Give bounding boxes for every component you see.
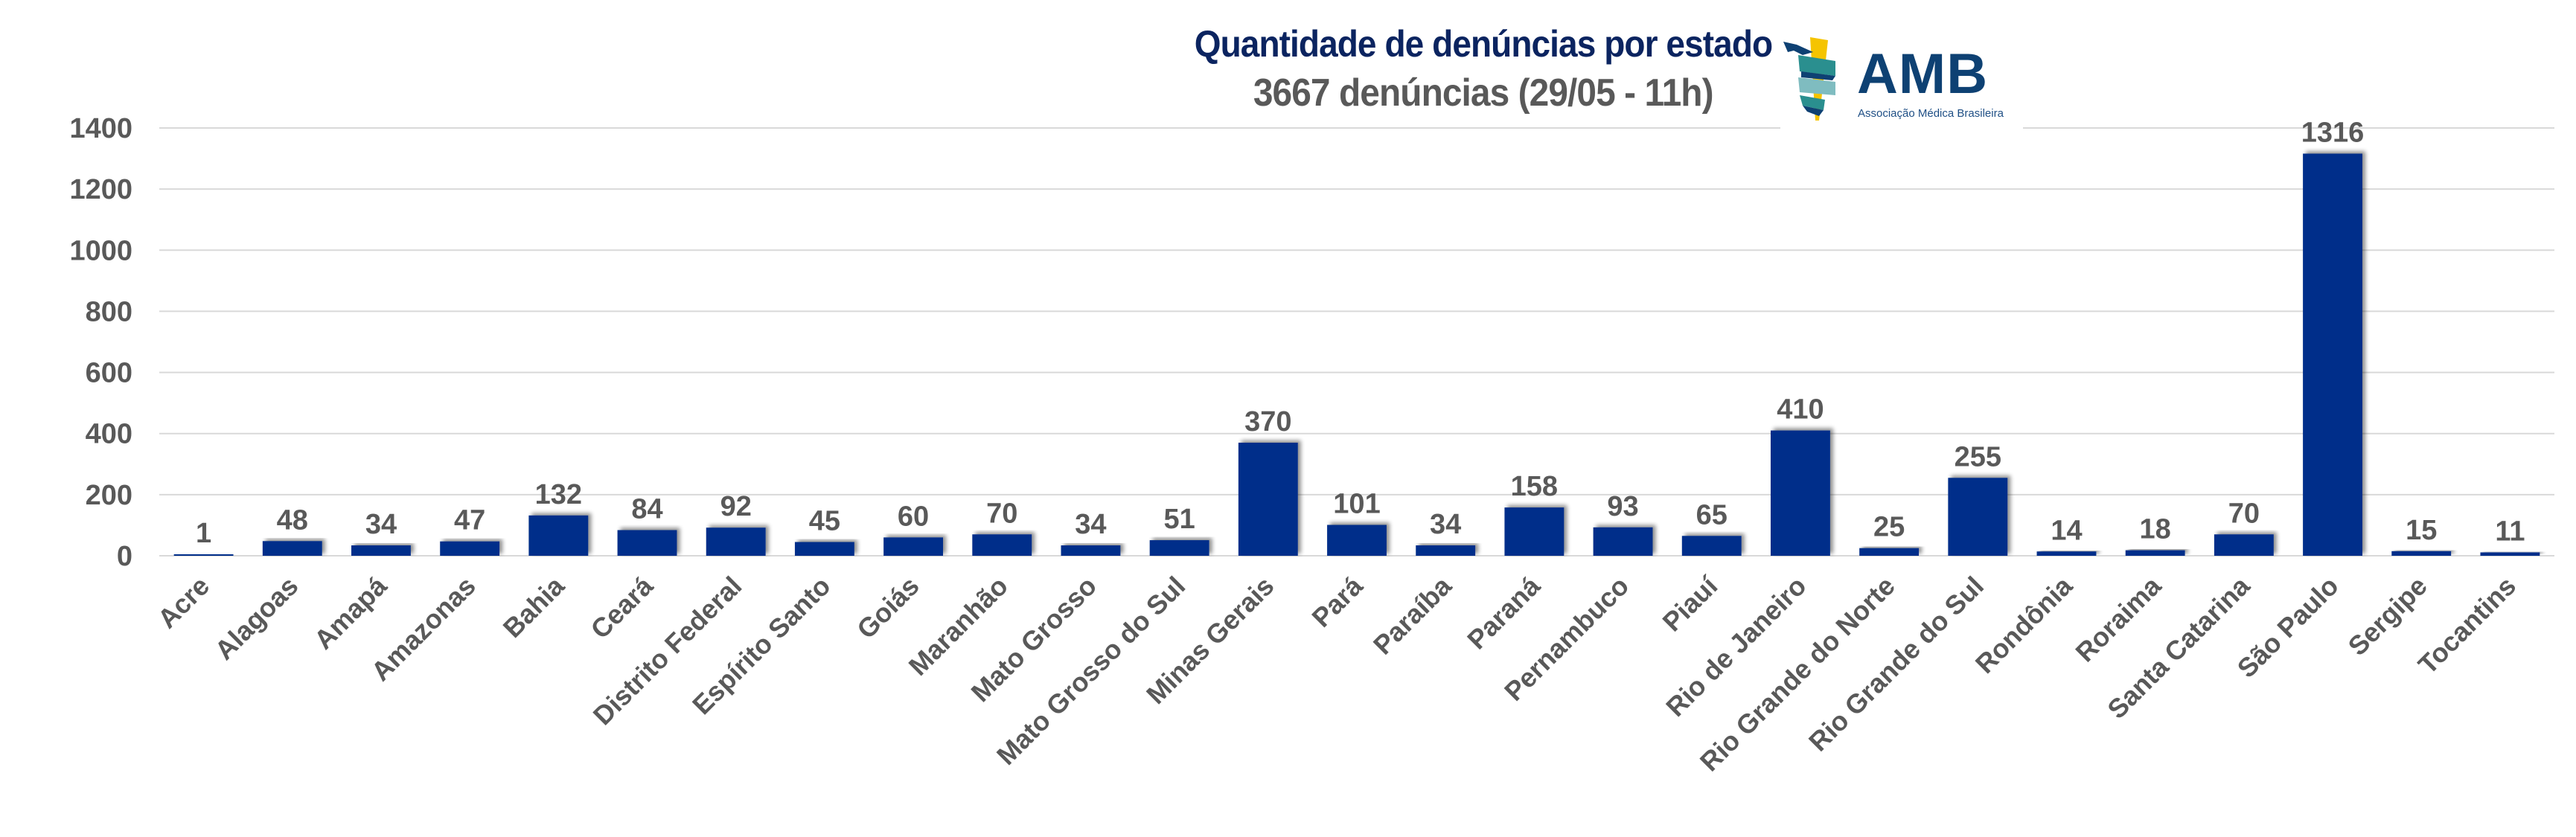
bar xyxy=(1504,507,1565,556)
data-label: 48 xyxy=(277,504,308,536)
x-tick-label: Rio Grande do Sul xyxy=(1803,571,1989,757)
bar xyxy=(173,554,234,556)
x-tick-label: Bahia xyxy=(497,570,571,644)
data-label: 65 xyxy=(1696,499,1728,530)
bar xyxy=(1238,443,1298,556)
bar xyxy=(1061,545,1121,556)
data-label: 25 xyxy=(1873,512,1905,543)
bar xyxy=(706,527,766,556)
bar xyxy=(2125,550,2185,556)
data-label: 15 xyxy=(2406,515,2437,546)
gridlines xyxy=(159,127,2554,557)
x-tick-label: Ceará xyxy=(584,570,659,644)
y-tick-label: 1400 xyxy=(69,113,132,144)
bar xyxy=(351,545,411,556)
bar xyxy=(1859,548,1920,556)
data-label: 45 xyxy=(809,506,840,537)
data-label: 11 xyxy=(2495,516,2525,547)
logo-wordmark: AMB xyxy=(1857,42,1989,106)
chart-title: Quantidade de denúncias por estado xyxy=(0,22,2576,65)
data-label: 370 xyxy=(1244,406,1291,437)
data-label: 51 xyxy=(1163,504,1195,535)
bar xyxy=(2214,534,2274,556)
y-tick-label: 600 xyxy=(86,358,132,389)
x-tick-label: Pará xyxy=(1305,570,1369,633)
x-tick-label: Sergipe xyxy=(2342,571,2433,661)
data-label: 132 xyxy=(535,479,582,510)
x-tick-label: Goiás xyxy=(851,571,925,645)
y-tick-label: 200 xyxy=(86,480,132,511)
chart-subtitle: 3667 denúncias (29/05 - 11h) xyxy=(0,71,2576,115)
caduceus-icon xyxy=(1783,37,1835,121)
bar xyxy=(262,541,322,556)
data-label: 14 xyxy=(2051,515,2082,546)
bar xyxy=(617,530,677,556)
x-tick-label: Tocantins xyxy=(2412,571,2522,680)
x-tick-label: Acre xyxy=(152,571,216,635)
x-tick-label: Piauí xyxy=(1657,570,1725,638)
data-label: 47 xyxy=(454,505,485,536)
amb-logo: AMB Associação Médica Brasileira xyxy=(1780,33,2023,129)
y-tick-label: 800 xyxy=(86,296,132,327)
data-label: 18 xyxy=(2140,514,2171,545)
data-label: 158 xyxy=(1511,471,1558,502)
data-label: 70 xyxy=(986,498,1017,529)
bar xyxy=(1416,545,1476,556)
data-label: 93 xyxy=(1607,491,1638,522)
bar xyxy=(2480,552,2540,556)
data-label: 70 xyxy=(2228,498,2260,529)
bar xyxy=(972,534,1032,556)
data-label: 92 xyxy=(720,491,752,522)
x-tick-label: Alagoas xyxy=(208,571,304,666)
bar xyxy=(1149,540,1209,556)
x-tick-label: Rondônia xyxy=(1969,570,2079,679)
y-tick-label: 1000 xyxy=(69,235,132,266)
bar xyxy=(1681,536,1742,556)
y-tick-label: 0 xyxy=(117,541,132,572)
data-label: 1 xyxy=(196,518,211,549)
data-label: 1316 xyxy=(2301,118,2365,149)
bar xyxy=(528,515,589,556)
logo-tagline: Associação Médica Brasileira xyxy=(1858,107,2004,120)
chart-subtitle-text: 3667 denúncias (29/05 - 11h) xyxy=(1253,71,1714,115)
data-label: 60 xyxy=(898,501,929,532)
bar xyxy=(883,537,944,556)
bar xyxy=(440,541,500,556)
y-axis-ticks: 0 200 400 600 800 1000 1200 1400 xyxy=(69,113,132,572)
bar xyxy=(794,542,854,556)
bar xyxy=(1593,527,1653,556)
data-label: 101 xyxy=(1333,489,1380,520)
data-label: 34 xyxy=(1075,509,1106,540)
bar xyxy=(2036,551,2097,556)
data-label: 410 xyxy=(1777,394,1824,426)
x-tick-label: Paraíba xyxy=(1367,570,1458,661)
x-tick-label: Amapá xyxy=(308,570,394,655)
bars xyxy=(173,153,2540,556)
data-labels: 1 48 34 47 132 84 92 45 60 70 34 51 370 101 34 158 93 65 4… xyxy=(196,118,2525,550)
data-label: 34 xyxy=(365,509,397,540)
bar xyxy=(1770,430,1830,556)
x-tick-label: Distrito Federal xyxy=(587,571,748,731)
chart-title-text: Quantidade de denúncias por estado xyxy=(1194,23,1772,65)
y-tick-label: 400 xyxy=(86,419,132,450)
data-label: 34 xyxy=(1430,509,1461,540)
y-tick-label: 1200 xyxy=(69,174,132,205)
data-label: 255 xyxy=(1955,441,2001,472)
data-label: 84 xyxy=(631,494,662,525)
bar xyxy=(1948,478,2008,556)
bar xyxy=(2391,551,2452,556)
bar xyxy=(2303,153,2362,556)
bar xyxy=(1327,525,1387,556)
x-tick-label: Paraná xyxy=(1461,570,1547,655)
